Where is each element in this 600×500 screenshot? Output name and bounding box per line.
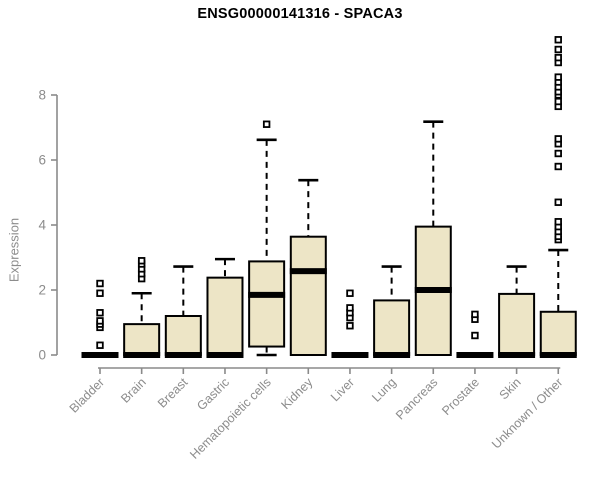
x-tick-label: Skin	[497, 375, 524, 402]
box-breast	[164, 315, 202, 356]
outlier-unknown-other	[554, 198, 562, 206]
median-prostate	[456, 352, 494, 358]
outlier-bladder	[96, 341, 104, 349]
median-lung	[373, 352, 411, 358]
x-tick-label: Prostate	[439, 375, 482, 418]
outlier-bladder	[96, 309, 104, 317]
outlier-prostate	[471, 331, 479, 340]
y-tick-label: 0	[38, 348, 46, 363]
outlier-prostate	[471, 310, 479, 319]
y-tick-label: 6	[38, 153, 46, 168]
median-skin	[498, 352, 536, 358]
outlier-liver	[346, 304, 354, 312]
y-tick-label: 2	[38, 283, 46, 298]
x-tick-label: Kidney	[278, 375, 315, 412]
outlier-unknown-other	[554, 162, 562, 171]
y-tick-label: 4	[38, 218, 46, 233]
outlier-liver	[346, 289, 354, 297]
median-bladder	[81, 352, 119, 358]
outlier-bladder	[96, 279, 104, 288]
box-lung	[373, 299, 411, 356]
outlier-liver	[346, 322, 354, 330]
x-tick-label: Bladder	[67, 375, 107, 415]
median-pancreas	[414, 287, 452, 293]
median-breast	[164, 352, 202, 358]
x-tick-label: Liver	[328, 375, 357, 404]
x-tick-label: Pancreas	[393, 375, 440, 422]
y-tick-label: 8	[38, 88, 46, 103]
box-brain	[123, 323, 161, 356]
outlier-brain	[137, 257, 146, 265]
outlier-unknown-other	[554, 36, 562, 44]
outlier-bladder	[96, 317, 104, 325]
outlier-unknown-other	[554, 149, 562, 158]
chart-title: ENSG00000141316 - SPACA3	[197, 6, 403, 22]
median-liver	[331, 352, 369, 358]
outlier-unknown-other	[554, 135, 562, 143]
outlier-hematopoietic-cells	[262, 120, 271, 128]
median-hematopoietic-cells	[248, 291, 286, 298]
median-brain	[123, 352, 161, 358]
median-kidney	[289, 268, 327, 275]
x-tick-label: Unknown / Other	[489, 375, 565, 451]
box-hematopoietic-cells	[248, 260, 286, 348]
x-tick-label: Gastric	[194, 375, 232, 413]
outlier-bladder	[96, 289, 104, 297]
outlier-unknown-other	[554, 97, 562, 106]
x-tick-label: Lung	[369, 375, 399, 405]
box-skin	[498, 292, 536, 356]
outlier-unknown-other	[554, 53, 562, 62]
outlier-unknown-other	[554, 73, 562, 81]
x-tick-label: Breast	[155, 375, 191, 411]
outlier-unknown-other	[554, 218, 562, 226]
x-tick-label: Brain	[118, 375, 149, 406]
outlier-unknown-other	[554, 45, 562, 54]
box-kidney	[289, 235, 327, 356]
box-gastric	[206, 276, 244, 356]
median-gastric	[206, 352, 244, 358]
median-unknown-other	[539, 352, 577, 358]
box-unknown-other	[539, 310, 577, 356]
x-tick-label: Hematopoietic cells	[187, 375, 274, 462]
